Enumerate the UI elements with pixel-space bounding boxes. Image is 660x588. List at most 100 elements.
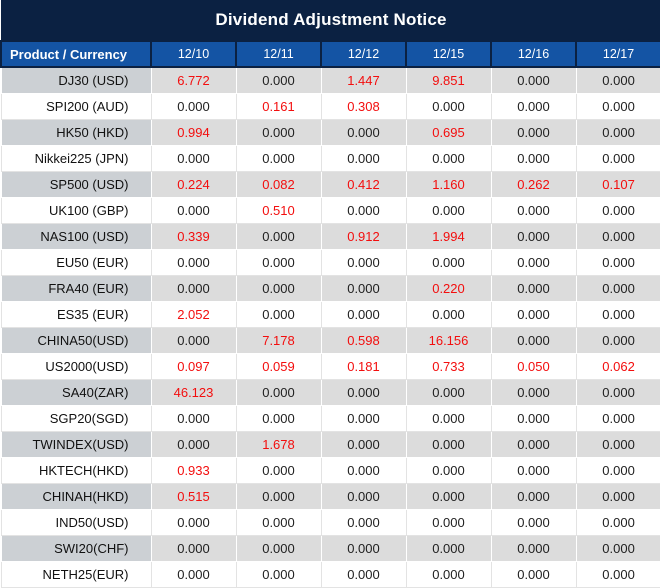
value-cell: 0.000: [150, 93, 237, 120]
value-cell: 0.000: [575, 561, 660, 588]
value-cell: 0.000: [150, 145, 237, 172]
value-cell: 0.000: [575, 431, 660, 458]
value-cell: 0.000: [320, 431, 407, 458]
product-cell: SA40(ZAR): [0, 379, 152, 406]
product-cell: SWI20(CHF): [0, 535, 152, 562]
date-header-12-17: 12/17: [574, 40, 660, 68]
value-cell: 0.062: [575, 353, 660, 380]
value-cell: 0.000: [150, 431, 237, 458]
value-cell: 0.000: [575, 249, 660, 276]
value-cell: 0.000: [235, 223, 322, 250]
value-cell: 0.000: [150, 535, 237, 562]
value-cell: 0.515: [150, 483, 237, 510]
value-cell: 0.262: [490, 171, 577, 198]
value-cell: 0.598: [320, 327, 407, 354]
value-cell: 0.994: [150, 119, 237, 146]
product-cell: CHINA50(USD): [0, 327, 152, 354]
table-row: SGP20(SGD) 0.000 0.000 0.000 0.000 0.000 0.000: [0, 405, 660, 432]
value-cell: 0.000: [320, 197, 407, 224]
table-row: NETH25(EUR) 0.000 0.000 0.000 0.000 0.000 0.00…: [0, 561, 660, 588]
value-cell: 0.082: [235, 171, 322, 198]
table-row: IND50(USD) 0.000 0.000 0.000 0.000 0.000 0.000: [0, 509, 660, 536]
value-cell: 0.000: [320, 561, 407, 588]
table-row: HKTECH(HKD) 0.933 0.000 0.000 0.000 0.000 0.00…: [0, 457, 660, 484]
value-cell: 0.912: [320, 223, 407, 250]
value-cell: 0.000: [490, 66, 577, 94]
value-cell: 0.000: [150, 197, 237, 224]
product-cell: SGP20(SGD): [0, 405, 152, 432]
value-cell: 0.000: [320, 483, 407, 510]
value-cell: 0.000: [490, 197, 577, 224]
value-cell: 0.220: [405, 275, 492, 302]
value-cell: 0.000: [405, 483, 492, 510]
value-cell: 1.994: [405, 223, 492, 250]
value-cell: 0.510: [235, 197, 322, 224]
value-cell: 2.052: [150, 301, 237, 328]
product-cell: CHINAH(HKD): [0, 483, 152, 510]
column-header-row: Product / Currency 12/10 12/11 12/12 12/15 1…: [0, 40, 660, 68]
value-cell: 6.772: [150, 66, 237, 94]
value-cell: 0.000: [320, 119, 407, 146]
value-cell: 0.000: [405, 405, 492, 432]
value-cell: 0.000: [150, 405, 237, 432]
value-cell: 0.000: [490, 119, 577, 146]
value-cell: 0.000: [320, 405, 407, 432]
product-cell: HKTECH(HKD): [0, 457, 152, 484]
value-cell: 0.000: [405, 431, 492, 458]
table-row: FRA40 (EUR) 0.000 0.000 0.000 0.220 0.000 0.00…: [0, 275, 660, 302]
value-cell: 0.000: [490, 379, 577, 406]
value-cell: 46.123: [150, 379, 237, 406]
value-cell: 0.050: [490, 353, 577, 380]
product-cell: NAS100 (USD): [0, 223, 152, 250]
value-cell: 0.000: [235, 119, 322, 146]
value-cell: 16.156: [405, 327, 492, 354]
value-cell: 0.000: [235, 379, 322, 406]
value-cell: 0.000: [575, 223, 660, 250]
value-cell: 0.000: [320, 457, 407, 484]
value-cell: 0.000: [405, 457, 492, 484]
value-cell: 0.695: [405, 119, 492, 146]
value-cell: 0.000: [405, 535, 492, 562]
value-cell: 0.181: [320, 353, 407, 380]
value-cell: 0.224: [150, 171, 237, 198]
value-cell: 0.000: [575, 275, 660, 302]
table-body: DJ30 (USD) 6.772 0.000 1.447 9.851 0.000 0.000…: [0, 66, 660, 588]
product-cell: EU50 (EUR): [0, 249, 152, 276]
value-cell: 0.000: [490, 405, 577, 432]
value-cell: 0.000: [320, 509, 407, 536]
value-cell: 0.000: [150, 275, 237, 302]
value-cell: 0.308: [320, 93, 407, 120]
value-cell: 0.000: [320, 249, 407, 276]
table-row: HK50 (HKD) 0.994 0.000 0.000 0.695 0.000 0.000: [0, 119, 660, 146]
value-cell: 0.000: [575, 66, 660, 94]
product-cell: UK100 (GBP): [0, 197, 152, 224]
value-cell: 0.000: [490, 249, 577, 276]
value-cell: 0.000: [405, 145, 492, 172]
value-cell: 0.000: [575, 119, 660, 146]
date-header-12-12: 12/12: [320, 40, 407, 68]
value-cell: 0.339: [150, 223, 237, 250]
value-cell: 0.000: [490, 457, 577, 484]
date-header-12-15: 12/15: [405, 40, 492, 68]
value-cell: 0.000: [490, 93, 577, 120]
value-cell: 0.107: [575, 171, 660, 198]
table-row: SWI20(CHF) 0.000 0.000 0.000 0.000 0.000 0.000: [0, 535, 660, 562]
table-row: SPI200 (AUD) 0.000 0.161 0.308 0.000 0.000 0.0…: [0, 93, 660, 120]
value-cell: 0.000: [575, 483, 660, 510]
value-cell: 0.000: [150, 327, 237, 354]
value-cell: 0.412: [320, 171, 407, 198]
date-header-12-16: 12/16: [490, 40, 577, 68]
value-cell: 1.678: [235, 431, 322, 458]
product-cell: TWINDEX(USD): [0, 431, 152, 458]
table-row: CHINAH(HKD) 0.515 0.000 0.000 0.000 0.000 0.00…: [0, 483, 660, 510]
table-row: SA40(ZAR) 46.123 0.000 0.000 0.000 0.000 0.000: [0, 379, 660, 406]
product-cell: FRA40 (EUR): [0, 275, 152, 302]
table-row: US2000(USD) 0.097 0.059 0.181 0.733 0.050 0.06…: [0, 353, 660, 380]
value-cell: 0.000: [235, 535, 322, 562]
value-cell: 0.000: [575, 197, 660, 224]
value-cell: 0.000: [150, 561, 237, 588]
value-cell: 7.178: [235, 327, 322, 354]
value-cell: 0.000: [490, 275, 577, 302]
value-cell: 0.059: [235, 353, 322, 380]
